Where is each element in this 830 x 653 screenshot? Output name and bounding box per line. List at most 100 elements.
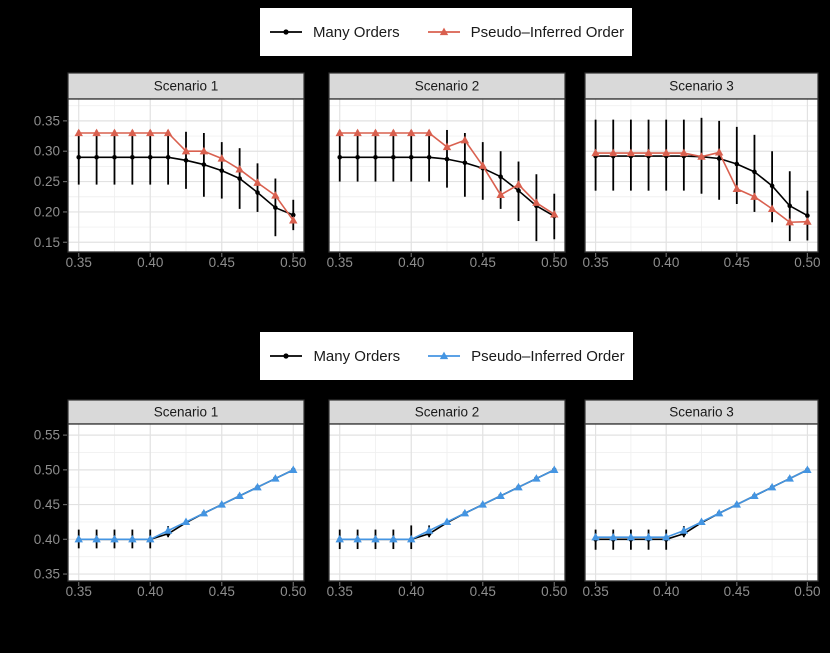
legend-key-marker bbox=[283, 353, 290, 359]
facet-panel-bottom-2: Scenario 2 0.35 0.40 0.45 0.50 bbox=[327, 399, 567, 599]
facet-strip-title: Scenario 1 bbox=[154, 79, 219, 94]
legend-key-triangle-icon bbox=[428, 351, 461, 360]
x-tick-label: 0.45 bbox=[209, 255, 235, 270]
data-point-circle bbox=[165, 154, 171, 160]
legend-key-triangle-icon bbox=[427, 27, 460, 36]
legend-key-circle-icon bbox=[270, 353, 303, 359]
data-point-circle bbox=[769, 183, 775, 189]
facet-strip bbox=[328, 72, 566, 100]
facet-strip-title: Scenario 3 bbox=[669, 405, 734, 420]
facet-row-top: Scenario 1 0.35 0.40 0.45 0.50 0.15 0.20 0.25 0.… bbox=[34, 72, 821, 270]
panel-border bbox=[67, 423, 305, 582]
data-point-triangle bbox=[661, 148, 671, 157]
legend-label-many-orders: Many Orders bbox=[313, 347, 401, 365]
y-tick-label: 0.35 bbox=[34, 113, 60, 128]
data-point-triangle bbox=[442, 517, 452, 526]
series-pseudo_inferred bbox=[335, 465, 559, 543]
data-point-circle bbox=[355, 154, 360, 160]
facet-strip-title: Scenario 2 bbox=[415, 405, 480, 420]
data-point-circle bbox=[130, 154, 135, 160]
data-point-triangle bbox=[679, 526, 689, 534]
data-point-circle bbox=[498, 174, 503, 180]
x-tick-label: 0.40 bbox=[653, 584, 679, 599]
data-point-triangle bbox=[644, 532, 653, 541]
x-tick-label: 0.35 bbox=[66, 255, 92, 270]
data-point-triangle bbox=[110, 128, 119, 137]
data-point-circle bbox=[408, 154, 414, 160]
data-point-triangle bbox=[478, 500, 487, 508]
data-point-circle bbox=[373, 154, 378, 160]
facet-strip-title: Scenario 1 bbox=[154, 405, 219, 420]
facet-panel-top-2: Scenario 2 0.35 0.40 0.45 0.50 bbox=[327, 72, 567, 270]
y-tick-label: 0.35 bbox=[34, 567, 60, 582]
data-point-triangle bbox=[253, 482, 262, 491]
data-point-triangle bbox=[442, 142, 452, 151]
y-tick-label: 0.20 bbox=[34, 204, 60, 219]
data-point-triangle bbox=[496, 491, 505, 500]
data-point-triangle bbox=[626, 532, 636, 541]
data-point-triangle bbox=[732, 184, 742, 192]
y-tick-label: 0.45 bbox=[34, 497, 60, 512]
data-point-triangle bbox=[199, 508, 209, 517]
x-tick-label: 0.50 bbox=[541, 584, 567, 599]
facet-panel-bottom-1: Scenario 1 0.35 0.40 0.45 0.50 0.35 0.40 0.45 0.… bbox=[34, 399, 306, 599]
series-many_orders bbox=[337, 129, 557, 242]
data-point-triangle bbox=[591, 148, 600, 157]
x-tick-label: 0.50 bbox=[794, 255, 820, 270]
legend-key-marker bbox=[283, 29, 289, 35]
data-point-circle bbox=[444, 156, 450, 162]
data-point-triangle bbox=[353, 534, 362, 543]
legend-item-many-orders: Many Orders bbox=[268, 24, 400, 41]
data-point-circle bbox=[716, 156, 722, 161]
facet-row-bottom: Scenario 1 0.35 0.40 0.45 0.50 0.35 0.40 0.45 0.… bbox=[34, 399, 821, 599]
data-point-circle bbox=[426, 154, 432, 160]
data-point-circle bbox=[337, 154, 343, 160]
data-point-circle bbox=[219, 168, 225, 173]
data-point-triangle bbox=[732, 500, 742, 508]
data-point-triangle bbox=[371, 534, 380, 543]
data-point-triangle bbox=[550, 465, 559, 473]
x-tick-label: 0.50 bbox=[280, 584, 306, 599]
data-point-circle bbox=[147, 154, 153, 160]
x-tick-label: 0.50 bbox=[280, 255, 306, 270]
data-point-triangle bbox=[217, 154, 226, 162]
data-point-triangle bbox=[146, 128, 155, 137]
data-point-triangle bbox=[803, 217, 812, 225]
data-point-triangle bbox=[407, 534, 416, 543]
data-point-triangle bbox=[785, 217, 794, 226]
series-pseudo_inferred bbox=[74, 128, 298, 224]
y-tick-label: 0.15 bbox=[34, 235, 60, 250]
legend-key-circle-icon bbox=[269, 29, 302, 35]
data-point-triangle bbox=[514, 180, 523, 188]
data-point-triangle bbox=[181, 517, 191, 526]
data-point-circle bbox=[290, 212, 296, 218]
data-point-triangle bbox=[532, 198, 541, 206]
data-point-circle bbox=[734, 161, 740, 167]
legend-top: Many Orders Pseudo–Inferred Order bbox=[260, 8, 632, 56]
data-point-triangle bbox=[785, 474, 794, 482]
data-point-circle bbox=[237, 176, 242, 181]
data-point-triangle bbox=[253, 178, 262, 186]
x-tick-label: 0.50 bbox=[794, 584, 820, 599]
data-point-triangle bbox=[353, 128, 362, 137]
data-point-triangle bbox=[199, 146, 209, 155]
data-point-triangle bbox=[803, 465, 812, 473]
data-point-circle bbox=[76, 154, 82, 160]
panel-border bbox=[328, 423, 566, 582]
x-tick-label: 0.40 bbox=[653, 255, 679, 270]
data-point-triangle bbox=[271, 474, 280, 482]
data-point-triangle bbox=[532, 474, 541, 482]
data-point-circle bbox=[255, 190, 260, 195]
data-point-triangle bbox=[289, 216, 298, 224]
data-point-triangle bbox=[626, 148, 636, 157]
data-point-triangle bbox=[217, 500, 226, 508]
data-point-triangle bbox=[478, 161, 487, 169]
data-point-triangle bbox=[181, 146, 191, 155]
x-tick-label: 0.40 bbox=[398, 584, 424, 599]
series-pseudo_inferred bbox=[591, 148, 812, 226]
x-tick-label: 0.40 bbox=[137, 255, 163, 270]
data-point-triangle bbox=[128, 128, 137, 137]
facet-strip-title: Scenario 3 bbox=[669, 79, 734, 94]
series-pseudo_inferred bbox=[335, 128, 559, 218]
